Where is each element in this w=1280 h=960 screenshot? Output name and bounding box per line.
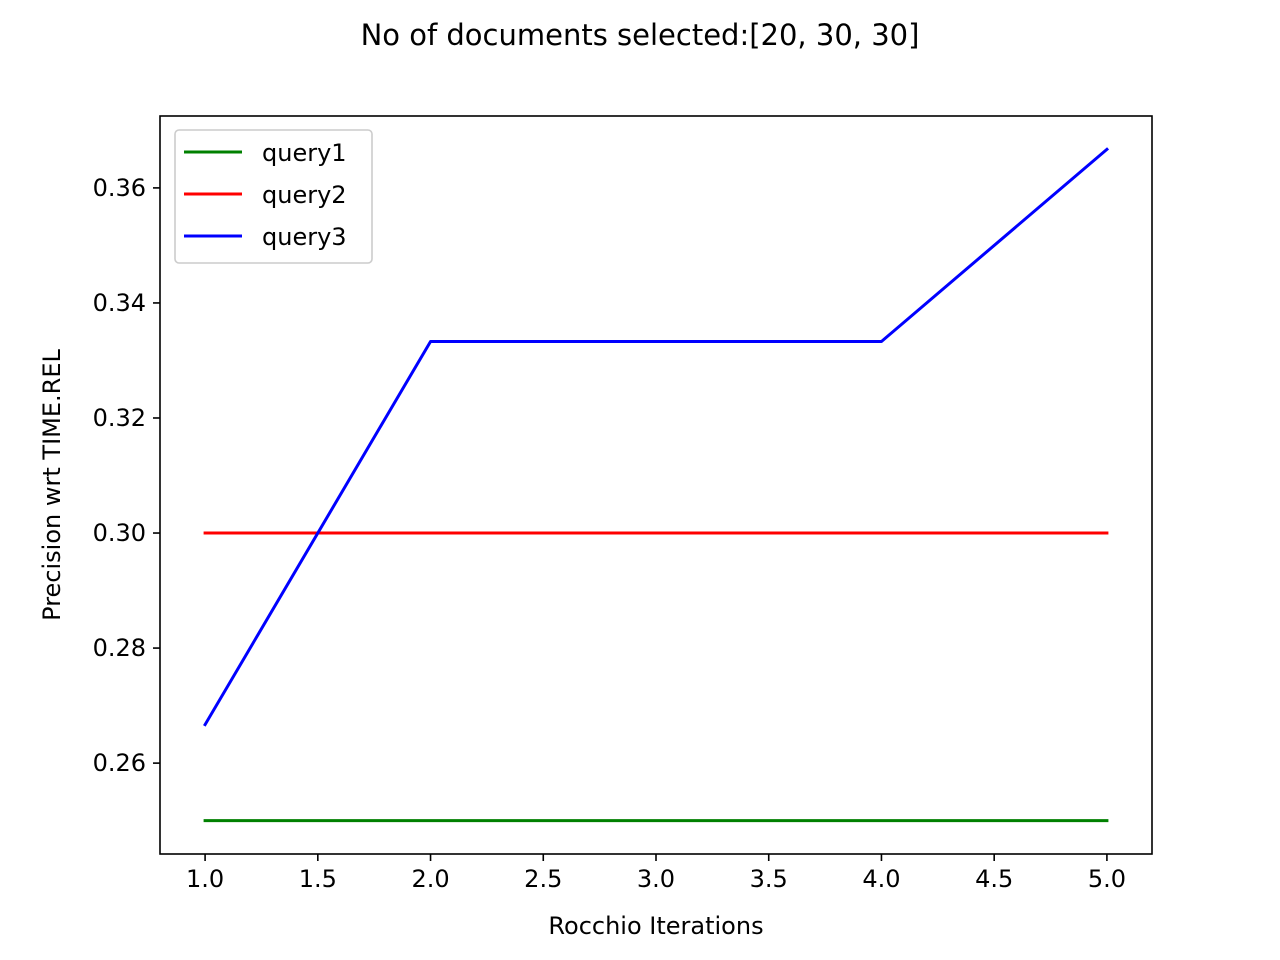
y-axis-ticks: 0.26 0.28 0.30 0.32 0.34 0.36 <box>93 174 160 777</box>
x-tick-label: 4.5 <box>975 865 1013 893</box>
x-axis-label: Rocchio Iterations <box>548 912 763 940</box>
y-tick-label: 0.28 <box>93 634 146 662</box>
y-tick-label: 0.32 <box>93 404 146 432</box>
y-tick-label: 0.30 <box>93 519 146 547</box>
y-tick-label: 0.34 <box>93 289 146 317</box>
x-axis-ticks: 1.0 1.5 2.0 2.5 3.0 3.5 4.0 4.5 5.0 <box>186 854 1126 893</box>
x-tick-label: 2.5 <box>524 865 562 893</box>
x-tick-label: 4.0 <box>862 865 900 893</box>
legend-box <box>174 129 373 264</box>
x-tick-label: 1.5 <box>299 865 337 893</box>
legend-label-query2: query2 <box>262 181 347 209</box>
chart-title: No of documents selected:[20, 30, 30] <box>361 18 920 52</box>
x-tick-label: 3.5 <box>750 865 788 893</box>
legend-label-query1: query1 <box>262 139 347 167</box>
y-axis-label: Precision wrt TIME.REL <box>38 349 66 621</box>
x-tick-label: 3.0 <box>637 865 675 893</box>
series-line-query3 <box>203 147 1110 727</box>
plot-frame <box>159 115 1153 855</box>
series-lines <box>203 147 1110 823</box>
x-tick-label: 1.0 <box>186 865 224 893</box>
y-tick-label: 0.36 <box>93 174 146 202</box>
x-tick-label: 5.0 <box>1088 865 1126 893</box>
x-tick-label: 2.0 <box>411 865 449 893</box>
legend-label-query3: query3 <box>262 223 347 251</box>
y-tick-label: 0.26 <box>93 749 146 777</box>
legend: query1 query2 query3 <box>174 129 373 264</box>
